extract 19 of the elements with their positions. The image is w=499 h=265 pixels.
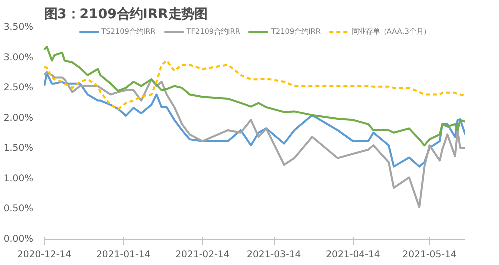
- y-tick-label: 0.00%: [4, 234, 34, 245]
- line-series: [44, 72, 466, 168]
- x-tick-label: 2020-12-14: [17, 250, 72, 260]
- x-tick-label: 2021-05-14: [402, 250, 457, 260]
- y-tick-label: 3.50%: [4, 22, 34, 33]
- x-tick-label: 2021-02-14: [176, 250, 230, 260]
- line-series: [44, 46, 466, 147]
- y-tick-label: 2.00%: [4, 112, 34, 124]
- x-tick-label: 2021-04-14: [326, 250, 380, 260]
- x-tick-label: 2021-03-14: [247, 250, 302, 260]
- chart-title: 图3：2109合约IRR走势图: [44, 6, 208, 22]
- x-tick-label: 2021-01-14: [96, 250, 151, 260]
- y-tick-label: 3.00%: [4, 52, 34, 64]
- y-tick-label: 0.50%: [4, 204, 34, 215]
- line-series: [44, 71, 466, 208]
- y-tick-label: 2.50%: [4, 82, 34, 94]
- line-series: [44, 60, 466, 110]
- y-tick-label: 1.00%: [4, 173, 34, 184]
- y-tick-label: 1.50%: [4, 143, 34, 154]
